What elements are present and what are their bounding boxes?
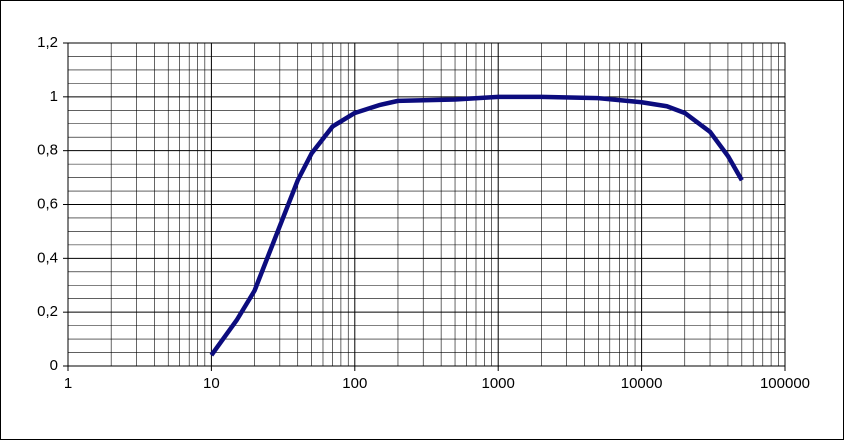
y-tick-label: 1	[50, 88, 58, 105]
x-tick-label: 10	[203, 375, 220, 392]
x-tick-label: 100	[342, 375, 367, 392]
x-tick-label: 100000	[760, 375, 810, 392]
data-line	[209, 94, 744, 357]
y-tick-label: 1,2	[37, 34, 58, 51]
x-tick-label: 10000	[621, 375, 663, 392]
y-tick-label: 0,4	[37, 249, 58, 266]
x-tick-label: 1000	[482, 375, 515, 392]
y-tick-label: 0,6	[37, 195, 58, 212]
y-tick-label: 0,2	[37, 303, 58, 320]
y-tick-label: 0,8	[37, 142, 58, 159]
y-tick-label: 0	[50, 357, 58, 374]
x-tick-label: 1	[64, 375, 72, 392]
